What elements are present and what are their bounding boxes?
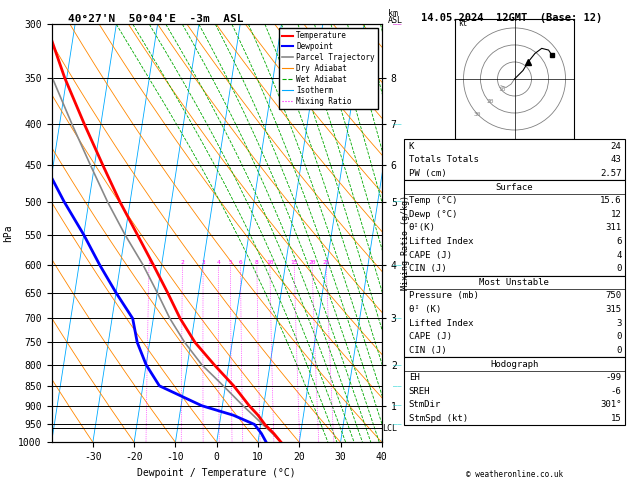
Text: CAPE (J): CAPE (J) xyxy=(409,251,452,260)
Text: 301°: 301° xyxy=(600,400,621,409)
Text: Lifted Index: Lifted Index xyxy=(409,237,474,246)
Text: 10: 10 xyxy=(499,87,506,92)
Text: CIN (J): CIN (J) xyxy=(409,264,447,273)
Text: ——: —— xyxy=(392,383,401,389)
Text: 25: 25 xyxy=(323,260,330,265)
Text: LCL: LCL xyxy=(382,424,398,433)
Text: Surface: Surface xyxy=(496,183,533,191)
Text: 15: 15 xyxy=(291,260,298,265)
Text: 2.57: 2.57 xyxy=(600,169,621,178)
Text: EH: EH xyxy=(409,373,420,382)
Text: km: km xyxy=(388,9,398,18)
Y-axis label: hPa: hPa xyxy=(3,225,13,242)
Text: -6: -6 xyxy=(611,387,621,396)
Text: ——: —— xyxy=(392,362,401,368)
Text: Mixing Ratio (g/kg): Mixing Ratio (g/kg) xyxy=(401,195,410,291)
Text: 4: 4 xyxy=(616,251,621,260)
Text: CIN (J): CIN (J) xyxy=(409,346,447,355)
Text: 20: 20 xyxy=(308,260,316,265)
Text: θᴵ (K): θᴵ (K) xyxy=(409,305,441,314)
Text: 315: 315 xyxy=(605,305,621,314)
Text: Hodograph: Hodograph xyxy=(490,360,538,368)
Text: 4: 4 xyxy=(216,260,220,265)
Text: ——: —— xyxy=(392,199,401,205)
Text: 1: 1 xyxy=(147,260,151,265)
Text: 8: 8 xyxy=(255,260,259,265)
Text: 750: 750 xyxy=(605,292,621,300)
Text: PW (cm): PW (cm) xyxy=(409,169,447,178)
Text: Pressure (mb): Pressure (mb) xyxy=(409,292,479,300)
Text: 12: 12 xyxy=(611,210,621,219)
Text: 5: 5 xyxy=(228,260,232,265)
Text: K: K xyxy=(409,142,415,151)
Text: ——: —— xyxy=(392,21,401,27)
Text: 15: 15 xyxy=(611,414,621,423)
Text: θᴵ(K): θᴵ(K) xyxy=(409,224,436,232)
Text: ——: —— xyxy=(392,121,401,127)
Legend: Temperature, Dewpoint, Parcel Trajectory, Dry Adiabat, Wet Adiabat, Isotherm, Mi: Temperature, Dewpoint, Parcel Trajectory… xyxy=(279,28,378,109)
Text: 0: 0 xyxy=(616,332,621,341)
Text: 2: 2 xyxy=(181,260,184,265)
X-axis label: Dewpoint / Temperature (°C): Dewpoint / Temperature (°C) xyxy=(137,468,296,478)
Text: 40°27'N  50°04'E  -3m  ASL: 40°27'N 50°04'E -3m ASL xyxy=(68,14,243,23)
Text: CAPE (J): CAPE (J) xyxy=(409,332,452,341)
Text: 3: 3 xyxy=(616,319,621,328)
Text: 20: 20 xyxy=(486,100,494,104)
Text: Temp (°C): Temp (°C) xyxy=(409,196,457,205)
Text: Dewp (°C): Dewp (°C) xyxy=(409,210,457,219)
Text: -99: -99 xyxy=(605,373,621,382)
Text: Most Unstable: Most Unstable xyxy=(479,278,549,287)
Text: ASL: ASL xyxy=(388,16,403,25)
Text: 30: 30 xyxy=(474,112,482,117)
Text: © weatheronline.co.uk: © weatheronline.co.uk xyxy=(465,469,563,479)
Text: 6: 6 xyxy=(616,237,621,246)
Text: 0: 0 xyxy=(616,346,621,355)
Text: 10: 10 xyxy=(266,260,274,265)
Text: 0: 0 xyxy=(616,264,621,273)
Text: Lifted Index: Lifted Index xyxy=(409,319,474,328)
Text: 6: 6 xyxy=(238,260,242,265)
Text: 311: 311 xyxy=(605,224,621,232)
Text: 43: 43 xyxy=(611,156,621,164)
Text: 24: 24 xyxy=(611,142,621,151)
Text: 3: 3 xyxy=(201,260,205,265)
Text: 14.05.2024  12GMT  (Base: 12): 14.05.2024 12GMT (Base: 12) xyxy=(421,13,603,23)
Text: Totals Totals: Totals Totals xyxy=(409,156,479,164)
Text: StmSpd (kt): StmSpd (kt) xyxy=(409,414,468,423)
Text: ——: —— xyxy=(392,403,401,409)
Text: SREH: SREH xyxy=(409,387,430,396)
Text: 15.6: 15.6 xyxy=(600,196,621,205)
Text: StmDir: StmDir xyxy=(409,400,441,409)
Text: kt: kt xyxy=(459,19,467,28)
Text: ——: —— xyxy=(392,421,401,428)
Text: ——: —— xyxy=(392,262,401,268)
Text: ——: —— xyxy=(392,315,401,321)
